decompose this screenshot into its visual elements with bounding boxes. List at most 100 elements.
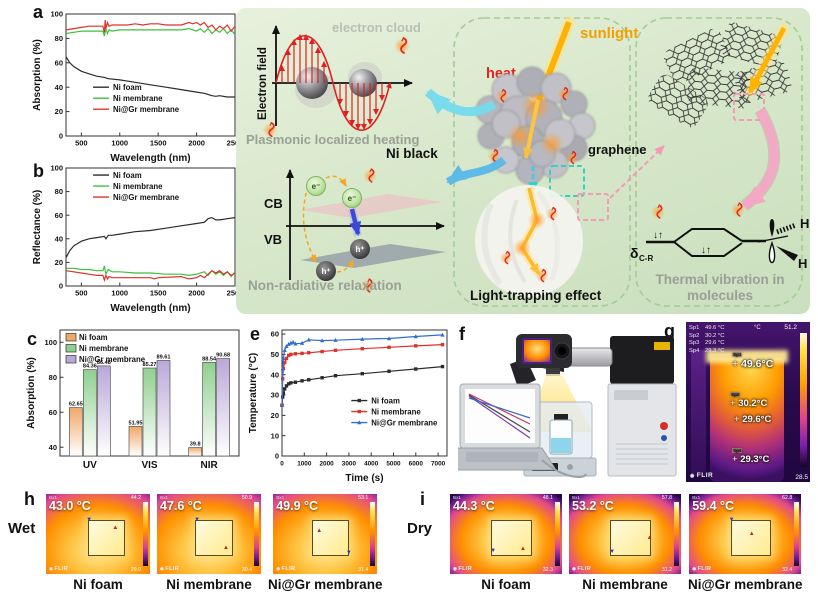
thermal-image: Bx1 59.4 °C 62.8 32.4 ▲▼ FLIR [689, 494, 802, 574]
graphene-diagram: graphene [588, 22, 792, 211]
svg-text:100: 100 [50, 10, 63, 19]
svg-text:2500: 2500 [227, 139, 242, 148]
svg-text:7000: 7000 [431, 461, 446, 468]
sample-caption: Ni@Gr membrane [268, 577, 383, 592]
h-atom-label: H [800, 216, 809, 231]
svg-text:Temperature (°C): Temperature (°C) [248, 353, 259, 434]
mechanism-diagram-panel: electron cloud Electron field [236, 8, 810, 314]
svg-text:Time (s): Time (s) [345, 473, 383, 484]
flir-logo: FLIR [49, 566, 68, 572]
thermal-figure: Bx1 47.6 °C 50.9 30.4 ▲▼ FLIR Ni membran… [157, 494, 261, 592]
roi-label: Bx1 [572, 495, 580, 500]
sample-region: ▲ ▼ [609, 520, 653, 556]
spin-pair: ↓↑ [653, 230, 663, 241]
experimental-setup-photo [458, 334, 677, 478]
temperature-reading: 53.2 °C [572, 499, 614, 513]
light-trapping-label: Light-trapping effect [470, 288, 602, 303]
scale-max: 62.8 [782, 495, 793, 501]
svg-text:30: 30 [271, 391, 279, 400]
thermal-figure: Bx1 53.2 °C 57.8 31.2 ▲▼ FLIR Ni membran… [569, 494, 681, 592]
vb-plane [300, 244, 446, 268]
sample-caption: Ni@Gr membrane [688, 577, 803, 592]
svg-text:Ni foam: Ni foam [113, 83, 142, 92]
svg-text:80: 80 [49, 373, 57, 382]
svg-text:Wavelength (nm): Wavelength (nm) [110, 153, 190, 164]
absorption-bar-chart: 406080100UV62.6584.3686.48VIS51.9585.278… [26, 329, 240, 471]
svg-text:Reflectance (%): Reflectance (%) [32, 190, 43, 264]
scale-min: 32.3 [542, 567, 553, 573]
scale-max: 51.2 [784, 324, 797, 331]
panel-label-i: i [420, 489, 426, 509]
svg-text:Ni foam: Ni foam [371, 396, 400, 405]
scale-min: 31.2 [661, 567, 672, 573]
temperature-reading: 47.6 °C [160, 499, 202, 513]
beaker-thermal-body [710, 358, 784, 482]
scale-min: 28.5 [795, 474, 808, 481]
flir-logo: FLIR [572, 566, 591, 572]
svg-text:6000: 6000 [409, 461, 424, 468]
thermal-image: Bx1 47.6 °C 50.9 30.4 ▲▼ FLIR [157, 494, 261, 574]
scale-min: 29.0 [130, 567, 141, 573]
flir-logo: FLIR [690, 472, 713, 479]
thermal-figure: Bx1 43.0 °C 44.2 29.0 ▲▼ FLIR Ni foam [46, 494, 150, 592]
sunlight-arrow-graphene [747, 26, 787, 94]
electron-cloud-label: electron cloud [332, 20, 421, 35]
electron-ball [342, 188, 362, 208]
roi-label: Bx1 [692, 495, 701, 500]
svg-text:1500: 1500 [150, 289, 167, 298]
plasmonic-heating-diagram: electron cloud Electron field [246, 20, 421, 147]
spot-id: Sp4 [689, 347, 700, 354]
trapped-light-ray [519, 187, 541, 275]
panel-label-g: g [664, 321, 675, 341]
flir-logo: FLIR [276, 566, 295, 572]
flir-logo: FLIR [692, 566, 711, 572]
light-trapping-diagram: Light-trapping effect [470, 145, 665, 303]
svg-text:Ni@Gr membrane: Ni@Gr membrane [113, 105, 180, 114]
thermal-image-beaker: Sp1 49.6 °C Sp2 30.2 °C Sp3 29.6 °C Sp4 29.3… [686, 322, 810, 482]
zoom-region-box-pink [733, 93, 765, 121]
svg-text:80: 80 [55, 187, 63, 196]
svg-text:Wavelength (nm): Wavelength (nm) [110, 303, 190, 314]
svg-text:5000: 5000 [386, 461, 401, 468]
sample-region: ▲ ▼ [490, 520, 532, 556]
sample-region: ▲ ▼ [194, 517, 233, 556]
svg-text:2000: 2000 [319, 461, 334, 468]
svg-text:0: 0 [59, 282, 63, 291]
svg-text:Ni@Gr membrane: Ni@Gr membrane [113, 193, 180, 202]
spot-value: 49.6 °C [705, 325, 725, 331]
scale-min: 32.4 [782, 567, 793, 573]
background-column [691, 350, 706, 476]
svg-text:1500: 1500 [150, 139, 167, 148]
panel-label-f: f [459, 324, 465, 344]
electron-field-axis-label: Electron field [257, 47, 269, 120]
svg-text:Ni membrane: Ni membrane [113, 94, 163, 103]
panel-label-h: h [24, 489, 35, 509]
sample-caption: Ni foam [73, 577, 123, 592]
svg-text:60: 60 [55, 211, 63, 220]
svg-text:500: 500 [75, 139, 88, 148]
non-radiative-relaxation-diagram: CB VB e⁻ e⁻ h⁺ h⁺ Non-radiative rel [248, 168, 446, 294]
analytical-balance [523, 401, 597, 477]
scale-max: 57.8 [661, 495, 672, 501]
spin-pair: ↓↑ [701, 245, 711, 256]
temperature-reading: 59.4 °C [692, 499, 735, 513]
panel-label-c: c [27, 329, 38, 349]
svg-text:0: 0 [280, 461, 284, 468]
flir-logo: FLIR [160, 566, 179, 572]
unit-label: °C [754, 325, 761, 331]
svg-text:UV: UV [83, 460, 97, 471]
scale-min: 30.4 [241, 567, 252, 573]
color-scale [794, 502, 800, 566]
roi-label: Bx1 [49, 495, 57, 500]
sunlight-label: sunlight [580, 25, 638, 42]
color-scale [674, 502, 679, 566]
svg-text:10: 10 [271, 431, 279, 440]
group-label-dry: Dry [407, 520, 433, 537]
thermal-image: Bx1 53.2 °C 57.8 31.2 ▲▼ FLIR [569, 494, 681, 574]
electron-ball [306, 176, 326, 196]
svg-text:2000: 2000 [188, 139, 205, 148]
svg-text:62.65: 62.65 [69, 402, 83, 408]
hole-symbol: h⁺ [355, 245, 364, 254]
